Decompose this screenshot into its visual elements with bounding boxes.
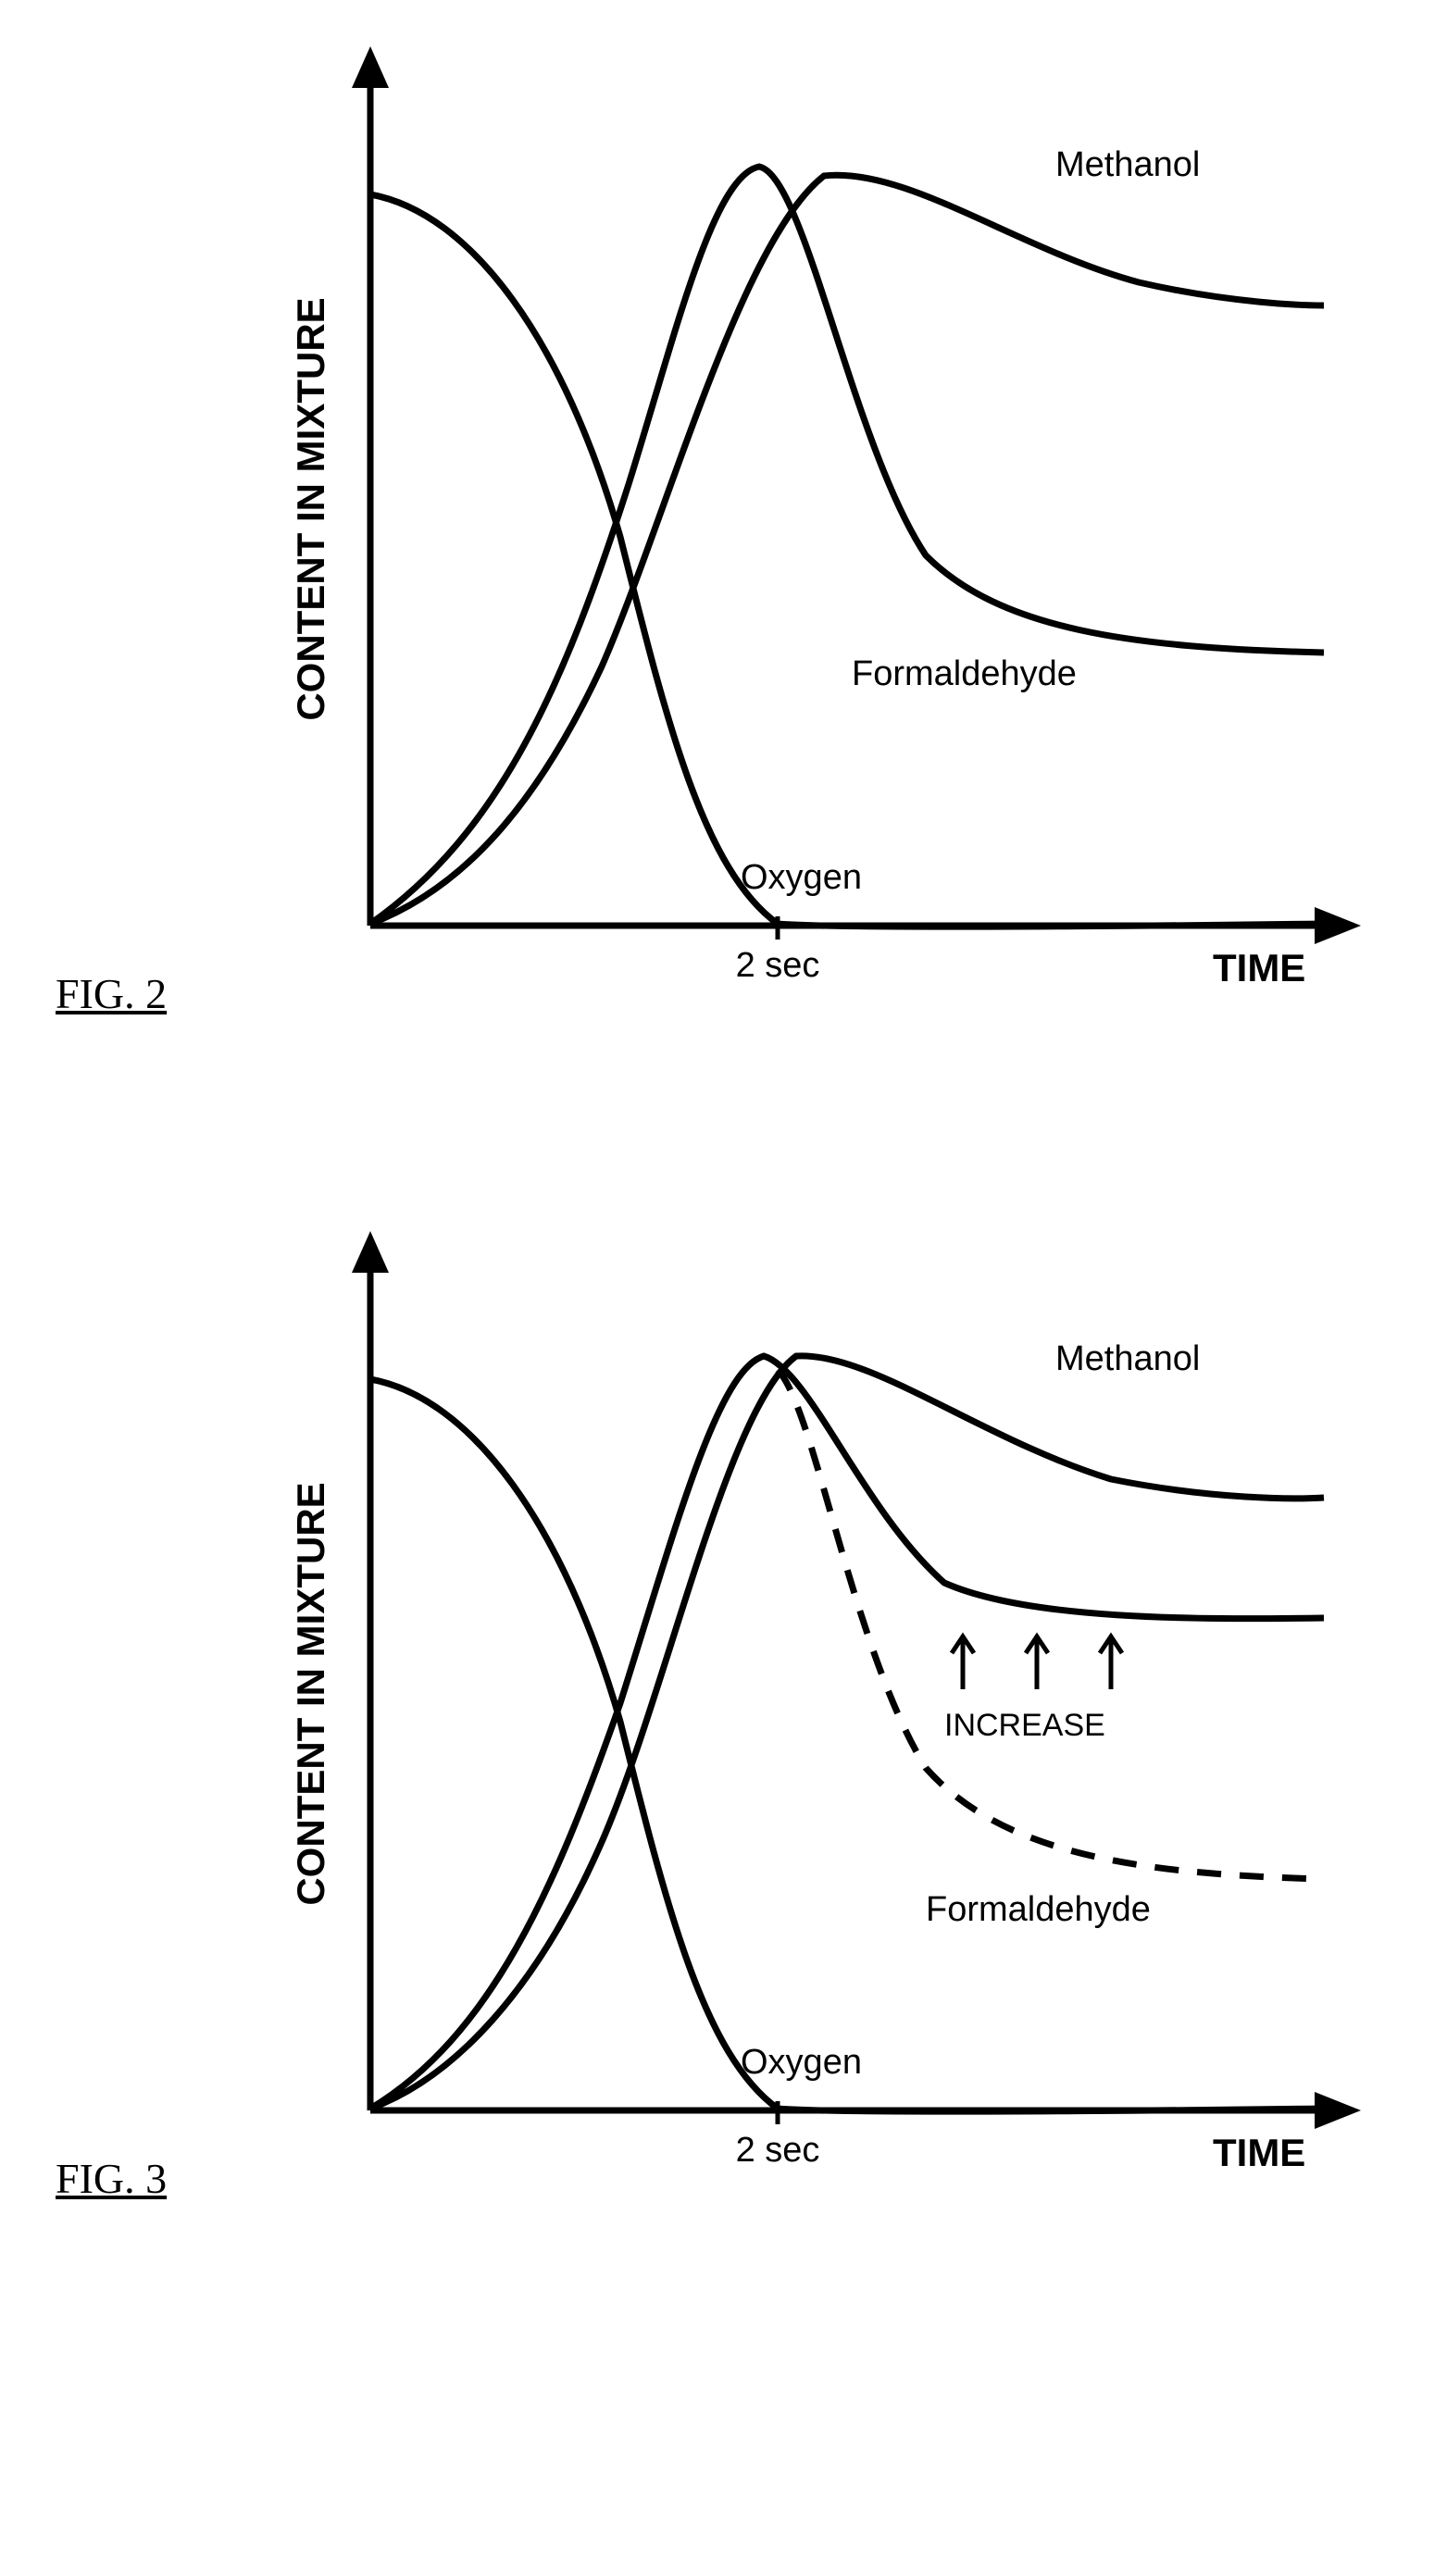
fig2-oxygen-label: Oxygen bbox=[741, 858, 862, 897]
fig3-oxygen-label: Oxygen bbox=[741, 2043, 862, 2082]
fig2-y-axis-label: CONTENT IN MIXTURE bbox=[289, 297, 332, 720]
up-arrow-icon bbox=[952, 1636, 974, 1689]
fig3-increase-label: INCREASE bbox=[944, 1708, 1105, 1743]
fig3-methanol-label: Methanol bbox=[1055, 1339, 1200, 1378]
fig3-methanol-curve bbox=[370, 1356, 1324, 2109]
page: FIG. 2 2 sec CONTENT IN MIXTURE TIME bbox=[37, 37, 1447, 2240]
figure-2-chart: 2 sec CONTENT IN MIXTURE TIME Oxygen For… bbox=[259, 37, 1416, 1037]
fig2-methanol-label: Methanol bbox=[1055, 145, 1200, 184]
figure-3-label: FIG. 3 bbox=[56, 2154, 167, 2203]
up-arrow-icon bbox=[1026, 1636, 1048, 1689]
fig3-y-axis-label: CONTENT IN MIXTURE bbox=[289, 1482, 332, 1905]
figure-2-block: FIG. 2 2 sec CONTENT IN MIXTURE TIME bbox=[37, 37, 1447, 1055]
fig3-y-arrowhead bbox=[352, 1231, 389, 1273]
fig3-increase-arrows bbox=[952, 1636, 1122, 1689]
figure-2-container: FIG. 2 2 sec CONTENT IN MIXTURE TIME bbox=[37, 37, 1447, 1055]
figure-3-block: FIG. 3 2 sec CONTENT IN MIXTURE TIME bbox=[37, 1222, 1447, 2240]
up-arrow-icon bbox=[1100, 1636, 1122, 1689]
fig3-x-tick-label: 2 sec bbox=[736, 2131, 820, 2170]
fig2-x-axis-label: TIME bbox=[1213, 946, 1305, 989]
fig3-formaldehyde-dashed-curve bbox=[778, 1370, 1324, 1879]
fig2-x-tick-label: 2 sec bbox=[736, 946, 820, 985]
fig3-formaldehyde-label: Formaldehyde bbox=[926, 1890, 1151, 1929]
figure-3-chart: 2 sec CONTENT IN MIXTURE TIME bbox=[259, 1222, 1416, 2221]
fig2-methanol-curve bbox=[370, 175, 1324, 924]
fig2-formaldehyde-label: Formaldehyde bbox=[852, 654, 1077, 693]
figure-3-container: FIG. 3 2 sec CONTENT IN MIXTURE TIME bbox=[37, 1222, 1447, 2240]
fig3-x-axis-label: TIME bbox=[1213, 2131, 1305, 2174]
figure-2-label: FIG. 2 bbox=[56, 969, 167, 1018]
fig2-y-arrowhead bbox=[352, 46, 389, 88]
